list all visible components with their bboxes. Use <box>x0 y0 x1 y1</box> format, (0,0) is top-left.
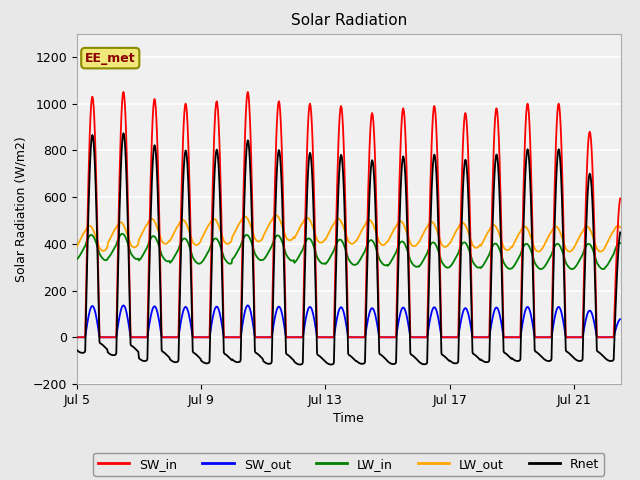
X-axis label: Time: Time <box>333 412 364 425</box>
Legend: SW_in, SW_out, LW_in, LW_out, Rnet: SW_in, SW_out, LW_in, LW_out, Rnet <box>93 453 604 476</box>
Y-axis label: Solar Radiation (W/m2): Solar Radiation (W/m2) <box>14 136 27 282</box>
Text: EE_met: EE_met <box>85 52 136 65</box>
Title: Solar Radiation: Solar Radiation <box>291 13 407 28</box>
